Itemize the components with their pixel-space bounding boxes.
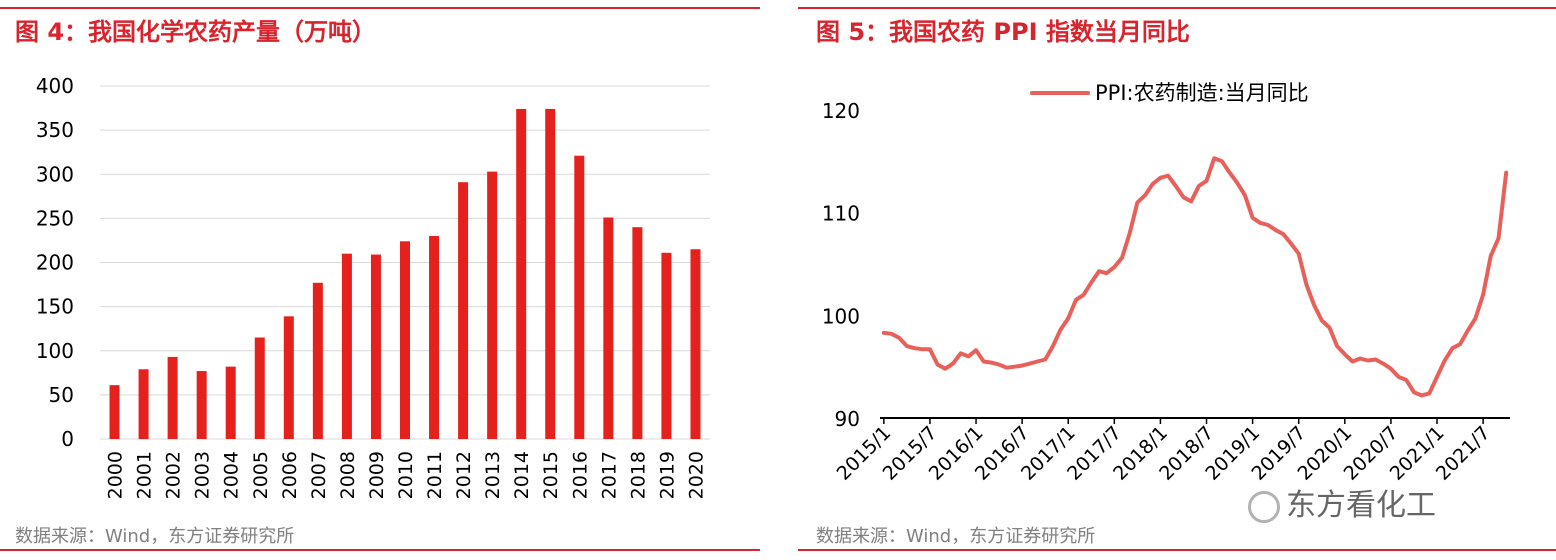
- top-rule: [0, 7, 760, 9]
- watermark: 东方看化工: [1248, 480, 1436, 524]
- x-tick-label: 2003: [192, 451, 214, 499]
- watermark-text: 东方看化工: [1286, 488, 1436, 523]
- y-tick-label: 150: [36, 295, 74, 319]
- bar-2007: [312, 282, 323, 439]
- x-tick-label: 2016: [569, 451, 591, 499]
- bottom-rule: [0, 549, 760, 551]
- x-tick-label: 2013: [482, 451, 504, 499]
- y-tick-label: 110: [822, 202, 860, 226]
- bottom-rule: [798, 549, 1556, 551]
- y-tick-label: 350: [36, 118, 74, 142]
- x-tick-label: 2018: [627, 451, 649, 499]
- bar-2000: [109, 385, 120, 439]
- bar-2008: [341, 253, 352, 439]
- bar-2018: [632, 227, 643, 439]
- line-chart: 901001101202015/12015/72016/12016/72017/…: [822, 81, 1510, 485]
- bar-chart: 0 50 100 150 200 250 300 350 400 2000 2001 2002 2003…: [36, 74, 710, 499]
- bar-2006: [283, 316, 294, 439]
- x-tick-label: 2008: [337, 451, 359, 499]
- y-tick-label: 50: [49, 383, 74, 407]
- bar-2016: [574, 155, 585, 439]
- figure-4-panel: 图 4：我国化学农药产量（万吨） 0 50 100 150 200 250 300 350 40…: [0, 0, 760, 560]
- bar-2010: [400, 241, 410, 439]
- bar-2003: [196, 371, 207, 439]
- bar-2001: [138, 369, 149, 439]
- x-tick-label: 2000: [105, 451, 127, 499]
- figure-5-source: 数据来源：Wind，东方证券研究所: [816, 526, 1096, 547]
- wechat-icon: [1248, 490, 1280, 523]
- x-tick-label: 2006: [279, 451, 301, 499]
- top-rule: [798, 7, 1556, 9]
- x-tick-label: 2005: [250, 451, 272, 499]
- bar-2019: [661, 252, 672, 439]
- x-tick-label: 2011: [424, 451, 446, 499]
- y-tick-label: 90: [835, 407, 860, 431]
- bar-2014: [516, 108, 527, 439]
- x-tick-label: 2017: [598, 451, 620, 499]
- series-line-ppi: [881, 156, 1509, 398]
- y-tick-label: 200: [36, 251, 74, 275]
- bar-2005: [254, 337, 265, 439]
- x-tick-label: 2009: [366, 451, 388, 499]
- bar-2012: [458, 182, 469, 439]
- bar-2002: [167, 356, 178, 439]
- bar-2015: [545, 108, 556, 439]
- x-tick-label: 2002: [163, 451, 185, 499]
- y-tick-label: 400: [36, 74, 74, 98]
- x-tick-label: 2015: [540, 451, 562, 499]
- bar-2009: [370, 254, 381, 439]
- x-tick-label: 2014: [511, 451, 533, 499]
- bar-2013: [487, 171, 498, 440]
- y-tick-label: 250: [36, 206, 74, 230]
- y-tick-label: 0: [61, 427, 74, 451]
- y-tick-label: 300: [36, 162, 74, 186]
- y-tick-label: 100: [36, 339, 74, 363]
- figure-4-source: 数据来源：Wind，东方证券研究所: [15, 526, 295, 547]
- x-tick-label: 2019: [656, 451, 678, 499]
- figure-5-panel: 图 5：我国农药 PPI 指数当月同比 90 100 110 120 2015/1 201…: [798, 0, 1556, 560]
- x-tick-label: 2010: [395, 451, 417, 499]
- figure-5-title: 图 5：我国农药 PPI 指数当月同比: [816, 18, 1190, 46]
- x-tick-label: 2001: [134, 451, 156, 499]
- y-tick-label: 100: [822, 304, 860, 328]
- y-tick-label: 120: [822, 99, 860, 123]
- legend-label: PPI:农药制造:当月同比: [1095, 81, 1309, 105]
- x-tick-label: 2012: [453, 451, 475, 499]
- bar-2017: [603, 217, 614, 439]
- bar-2004: [225, 366, 236, 439]
- x-tick-label: 2020: [685, 451, 707, 499]
- bar-2020: [690, 249, 701, 439]
- x-tick-label: 2007: [308, 451, 330, 499]
- bar-2011: [429, 236, 440, 439]
- x-tick-label: 2004: [221, 451, 243, 499]
- figure-4-title: 图 4：我国化学农药产量（万吨）: [15, 18, 377, 46]
